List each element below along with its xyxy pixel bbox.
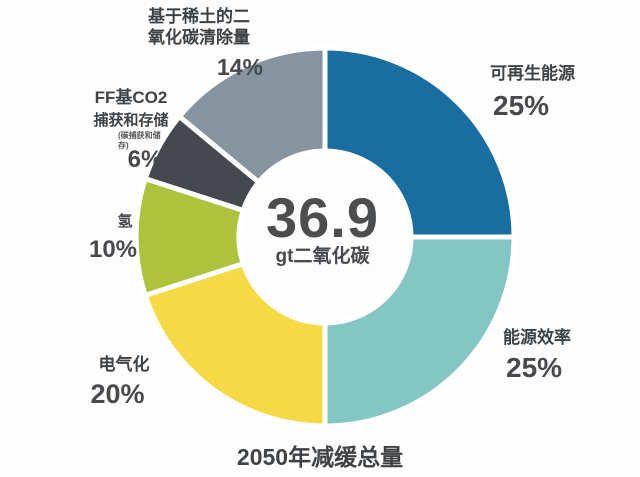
label-efficiency: 能源效率 xyxy=(503,328,571,347)
label-rare-earth-co2-removal: 基于稀土的二 氧化碳清除量 xyxy=(100,6,250,48)
pie-slice-electrification xyxy=(142,260,328,429)
center-total-unit: gt二氧化碳 xyxy=(275,246,370,267)
label-ff-subnote: (碳捕获和储存) xyxy=(118,131,161,151)
label-hydrogen: 氢 xyxy=(117,213,133,230)
center-total-value: 36.9 xyxy=(266,186,379,249)
label-renewables: 可再生能源 xyxy=(490,64,575,83)
label-rare-earth-line1: 基于稀土的二 xyxy=(148,7,250,26)
label-ff-line2: 捕获和存储 xyxy=(93,112,169,130)
label-ff-line1: FF基CO2 xyxy=(94,88,168,107)
pie-slice-renewables xyxy=(322,45,517,240)
pct-efficiency: 25% xyxy=(506,352,563,383)
pct-rare-earth: 14% xyxy=(216,54,264,80)
pct-electrification: 20% xyxy=(90,379,145,409)
label-rare-earth-line2: 氧化碳清除量 xyxy=(148,28,250,47)
pie-slice-efficiency xyxy=(322,234,517,429)
pct-ff-ccs: 6% xyxy=(127,146,163,173)
pie-slice-rare_earth xyxy=(175,45,328,186)
label-ff-ccs: FF基CO2 捕获和存储 (碳捕获和储存) xyxy=(72,88,190,151)
label-electrification: 电气化 xyxy=(98,355,150,374)
pct-hydrogen: 10% xyxy=(88,236,138,263)
pct-renewables: 25% xyxy=(493,90,550,121)
chart-title: 2050年减缓总量 xyxy=(236,444,404,470)
